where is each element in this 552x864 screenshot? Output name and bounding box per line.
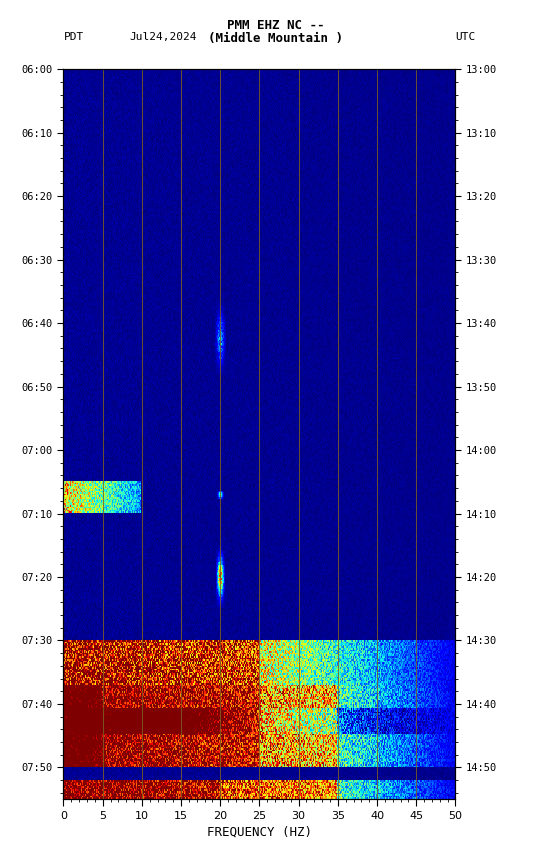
Text: Jul24,2024: Jul24,2024 [130, 32, 197, 42]
Text: UTC: UTC [455, 32, 476, 42]
X-axis label: FREQUENCY (HZ): FREQUENCY (HZ) [207, 825, 312, 838]
Text: (Middle Mountain ): (Middle Mountain ) [209, 32, 343, 45]
Text: PMM EHZ NC --: PMM EHZ NC -- [227, 19, 325, 32]
Text: PDT: PDT [63, 32, 84, 42]
